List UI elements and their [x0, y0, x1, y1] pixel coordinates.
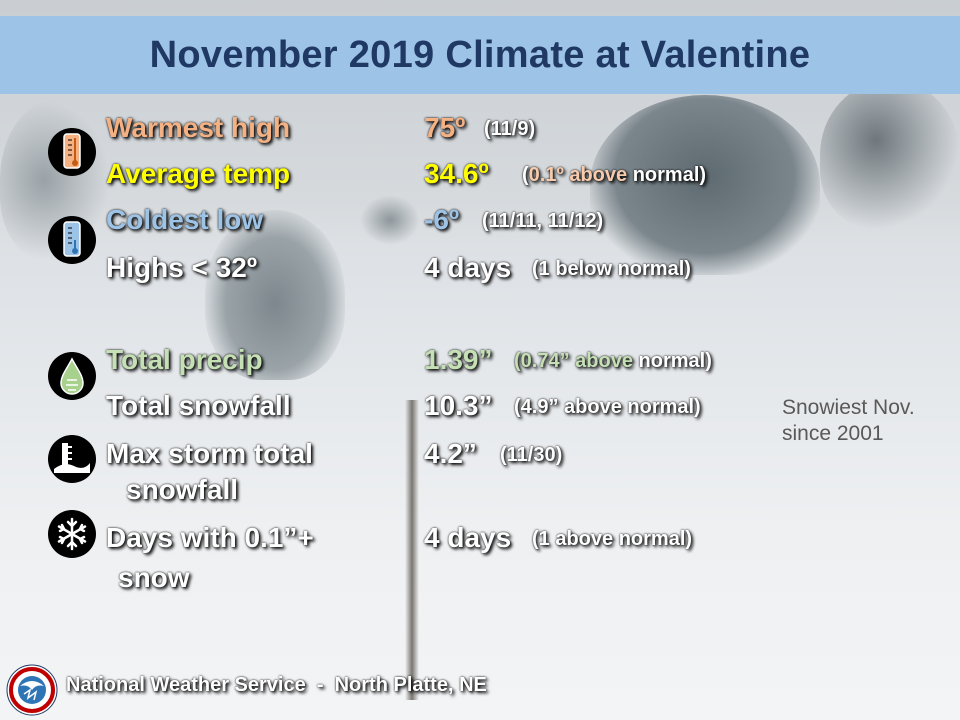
warmest-high-date: (11/9): [484, 118, 536, 140]
snow-days-detail: (1 above normal): [532, 528, 693, 550]
coldest-low-label: Coldest low: [106, 204, 264, 235]
page-title: November 2019 Climate at Valentine: [149, 33, 811, 76]
total-precip-normal: normal): [638, 350, 712, 372]
juniper-tree-right: [590, 95, 820, 275]
snowiest-note-line1: Snowiest Nov.: [782, 396, 915, 419]
snowiest-note-line2: since 2001: [782, 422, 884, 445]
snow-field: [0, 250, 960, 720]
total-snowfall-value: 10.3”: [424, 390, 493, 421]
total-snowfall-label: Total snowfall: [106, 390, 291, 421]
thermometer-cold-icon: [48, 216, 96, 264]
average-temp-paren: (: [522, 164, 529, 186]
juniper-tree-left: [205, 210, 345, 380]
snowflake-icon: [48, 510, 96, 558]
highs-below-32-value: 4 days: [424, 252, 512, 283]
snowiest-note: Snowiest Nov. since 2001: [782, 395, 915, 447]
total-precip-value: 1.39”: [424, 344, 493, 375]
thermometer-warm-icon: [48, 128, 96, 176]
max-storm-label-line2: snowfall: [126, 474, 239, 505]
highs-below-32-label: Highs < 32º: [106, 252, 258, 283]
raindrop-icon: [48, 352, 96, 400]
average-temp-anomaly: 0.1º above: [528, 164, 628, 186]
total-precip-label: Total precip: [106, 344, 263, 375]
footer-credit: National Weather Service - North Platte,…: [66, 674, 487, 696]
warmest-high-label: Warmest high: [106, 112, 291, 143]
nws-logo: [6, 664, 58, 716]
total-precip-detail: (0.74” above normal): [514, 350, 712, 373]
total-snowfall-detail: (4.9” above normal): [514, 396, 701, 418]
total-precip-anomaly: (0.74” above: [514, 350, 633, 372]
average-temp-value: 34.6º: [424, 158, 489, 189]
snow-days-label: Days with 0.1”+: [106, 522, 314, 553]
highs-below-32-detail: (1 below normal): [532, 258, 691, 280]
max-storm-value: 4.2”: [424, 438, 477, 469]
snow-depth-gauge-icon: [48, 435, 96, 483]
snow-days-value: 4 days: [424, 522, 512, 553]
average-temp-detail: (0.1º above normal): [522, 164, 706, 187]
snow-days-label-line2: snow: [118, 562, 190, 593]
small-shrub: [360, 195, 420, 245]
average-temp-label: Average temp: [106, 158, 291, 189]
weed-stalk: [405, 400, 419, 700]
max-storm-date: (11/30): [500, 444, 563, 466]
max-storm-label: Max storm total: [106, 438, 313, 469]
title-bar: November 2019 Climate at Valentine: [0, 16, 960, 94]
coldest-low-dates: (11/11, 11/12): [482, 210, 604, 232]
coldest-low-value: -6º: [424, 204, 460, 235]
average-temp-normal: normal): [632, 164, 707, 186]
bare-tree: [820, 80, 960, 230]
warmest-high-value: 75º: [424, 112, 466, 143]
